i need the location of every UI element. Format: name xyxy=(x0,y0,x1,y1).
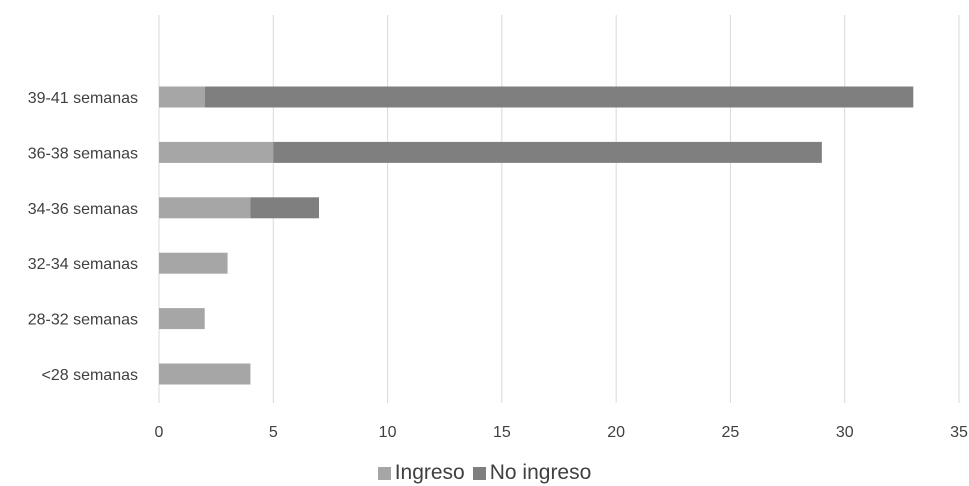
x-tick-label-20: 20 xyxy=(607,424,625,441)
bar-no-ingreso-4 xyxy=(273,141,822,163)
category-label-4: 36-38 semanas xyxy=(28,145,138,162)
legend: Ingreso No ingreso xyxy=(0,460,969,486)
bar-no-ingreso-3 xyxy=(250,197,319,219)
category-label-5: 39-41 semanas xyxy=(28,90,138,107)
bar-ingreso-2 xyxy=(159,252,228,274)
x-tick-label-5: 5 xyxy=(269,424,278,441)
bar-ingreso-5 xyxy=(159,86,205,108)
bar-ingreso-1 xyxy=(159,308,205,330)
category-label-3: 34-36 semanas xyxy=(28,201,138,218)
bar-ingreso-4 xyxy=(159,141,274,163)
bar-ingreso-0 xyxy=(159,363,251,385)
x-tick-label-35: 35 xyxy=(950,424,968,441)
category-label-1: 28-32 semanas xyxy=(28,312,138,329)
legend-item-ingreso: Ingreso xyxy=(377,461,465,485)
bar-no-ingreso-5 xyxy=(204,86,914,108)
legend-swatch-ingreso xyxy=(377,466,391,480)
x-tick-label-30: 30 xyxy=(836,424,854,441)
x-tick-label-25: 25 xyxy=(722,424,740,441)
category-label-2: 32-34 semanas xyxy=(28,256,138,273)
x-tick-label-15: 15 xyxy=(493,424,511,441)
category-label-0: <28 semanas xyxy=(41,367,138,384)
legend-swatch-no-ingreso xyxy=(472,466,486,480)
bar-ingreso-3 xyxy=(159,197,251,219)
x-tick-label-0: 0 xyxy=(155,424,164,441)
x-tick-label-10: 10 xyxy=(379,424,397,441)
legend-label-ingreso: Ingreso xyxy=(394,461,465,484)
legend-label-no-ingreso: No ingreso xyxy=(489,461,592,484)
chart-plot: <28 semanas 28-32 semanas 32-34 semanas 34-… xyxy=(28,15,968,441)
legend-item-no-ingreso: No ingreso xyxy=(472,461,592,485)
